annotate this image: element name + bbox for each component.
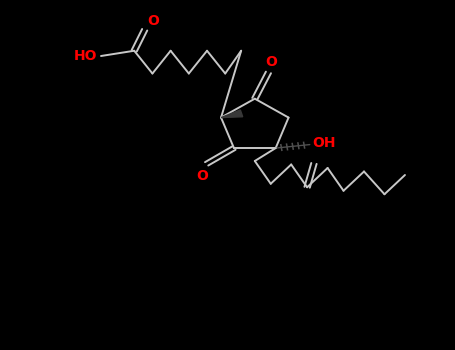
Text: O: O (147, 14, 159, 28)
Text: O: O (265, 55, 277, 69)
Text: O: O (196, 169, 208, 183)
Text: HO: HO (74, 49, 97, 63)
Text: OH: OH (313, 136, 336, 150)
Polygon shape (221, 110, 243, 118)
